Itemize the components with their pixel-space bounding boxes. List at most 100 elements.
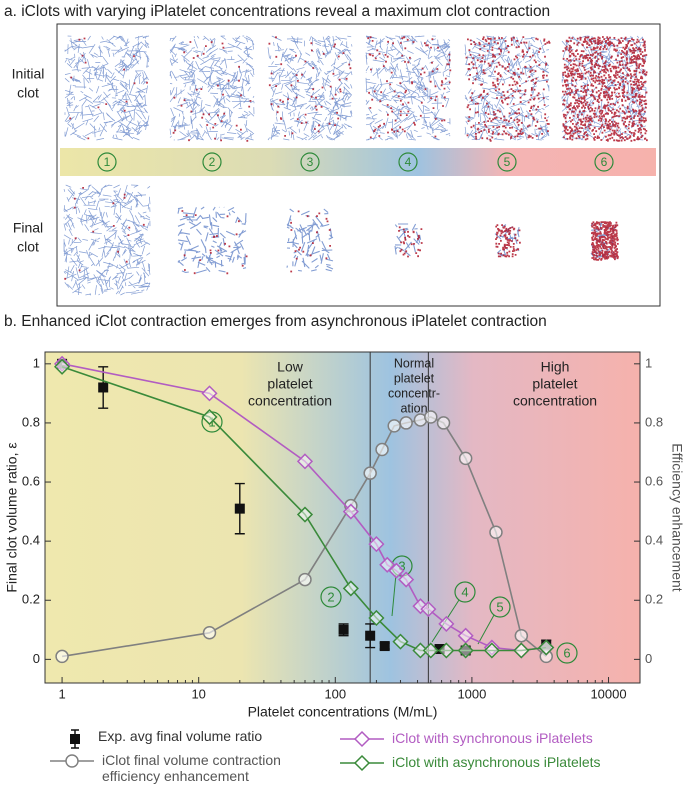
stage-marker (202, 152, 222, 172)
legend-item: iClot with asynchronous iPlatelets (340, 754, 601, 772)
callout-label: 6 (563, 645, 570, 660)
clot-platelets (465, 36, 551, 142)
callout-circle (556, 642, 578, 664)
legend-marker (70, 729, 80, 749)
stage-marker (594, 152, 614, 172)
region-label: platelet (394, 371, 435, 385)
stage-marker (497, 152, 517, 172)
stage-label: 1 (104, 155, 111, 169)
panel-a-frame (56, 23, 661, 307)
x-axis-title: Platelet concentrations (M/mL) (248, 704, 438, 720)
data-point (54, 358, 71, 375)
y-tick-label: 0.8 (22, 414, 40, 429)
row-label: clot (17, 85, 39, 101)
data-point (379, 556, 396, 573)
clot-platelets (495, 224, 521, 258)
y2-tick-label: 0 (645, 651, 652, 666)
data-point (234, 503, 245, 514)
y-tick-label: 0.2 (22, 592, 40, 607)
panel-a-title: a. iClots with varying iPlatelet concent… (4, 3, 550, 20)
data-point (412, 598, 429, 615)
data-point (424, 410, 438, 424)
callout-circle (489, 596, 511, 618)
stage-label: 5 (504, 155, 511, 169)
data-point (399, 416, 413, 430)
data-point (296, 506, 314, 523)
row-label: Initial (12, 66, 45, 82)
region-label: Low (277, 359, 304, 375)
data-point (436, 416, 451, 430)
legend-label: iClot final volume contraction efficienc… (102, 752, 281, 784)
clot-fiber (64, 35, 150, 141)
legend-item: iClot with synchronous iPlatelets (340, 730, 593, 748)
y2-tick-label: 0.6 (645, 473, 663, 488)
stage-marker (398, 152, 418, 172)
clot-platelets (591, 221, 619, 261)
data-point (458, 451, 473, 466)
region-label: ation (400, 401, 427, 415)
data-point (365, 630, 376, 641)
legend-label: Exp. avg final volume ratio (98, 728, 263, 744)
x-tick-label: 1000 (457, 686, 486, 701)
clot-fiber (365, 35, 451, 141)
y-tick-label: 0.4 (22, 533, 40, 548)
legend-marker (340, 754, 384, 772)
data-point (513, 642, 530, 659)
stage-marker (97, 152, 117, 172)
data-point (201, 385, 218, 402)
stage-label: 6 (601, 155, 608, 169)
callout-label: 2 (327, 589, 334, 604)
data-point (201, 408, 218, 426)
y2-axis-title: Efficiency enhancement (669, 443, 685, 591)
data-point (392, 633, 409, 650)
data-point (98, 382, 109, 393)
data-point (538, 639, 555, 656)
region-label: concentration (513, 393, 597, 409)
clot-fiber (464, 35, 550, 141)
data-point (55, 649, 69, 664)
data-point (338, 624, 349, 635)
y2-tick-label: 0.4 (645, 533, 663, 548)
data-point (368, 609, 385, 627)
data-point (379, 641, 390, 652)
x-tick-label: 10 (191, 686, 205, 701)
legend-label: iClot with synchronous iPlatelets (392, 730, 593, 746)
callout-circle (320, 586, 342, 608)
data-point (457, 642, 474, 659)
row-label: clot (17, 239, 39, 255)
row-label: Final (13, 220, 43, 236)
clot-fiber (177, 206, 247, 274)
legend-item: iClot final volume contraction efficienc… (50, 752, 290, 784)
plot-frame (44, 351, 641, 684)
data-point (388, 562, 405, 579)
data-point (438, 642, 455, 659)
data-point (296, 453, 314, 470)
region-label: concentration (248, 393, 332, 409)
data-point (298, 572, 312, 587)
callout-label: 3 (398, 558, 405, 573)
data-point (438, 615, 455, 632)
y-axis-title: Final clot volume ratio, ε (4, 442, 20, 592)
stage-label: 2 (209, 155, 216, 169)
legend-marker (50, 754, 94, 768)
clot-platelets (64, 187, 145, 280)
clot-platelets (562, 36, 648, 142)
callout-label: 5 (496, 599, 503, 614)
y2-tick-label: 0.2 (645, 592, 663, 607)
data-point (368, 536, 385, 553)
y-tick-label: 0.6 (22, 473, 40, 488)
panel-b-title: b. Enhanced iClot contraction emerges fr… (4, 313, 547, 330)
region-label: platelet (532, 376, 577, 392)
clot-fiber (63, 184, 151, 296)
y2-tick-label: 1 (645, 355, 652, 370)
data-point (422, 642, 439, 659)
clot-fiber (267, 35, 353, 141)
x-tick-label: 10000 (590, 686, 626, 701)
legend-item: Exp. avg final volume ratio (60, 728, 262, 750)
data-point (363, 466, 377, 480)
stage-strip (60, 148, 656, 176)
data-point (489, 525, 503, 540)
data-point (342, 503, 359, 520)
